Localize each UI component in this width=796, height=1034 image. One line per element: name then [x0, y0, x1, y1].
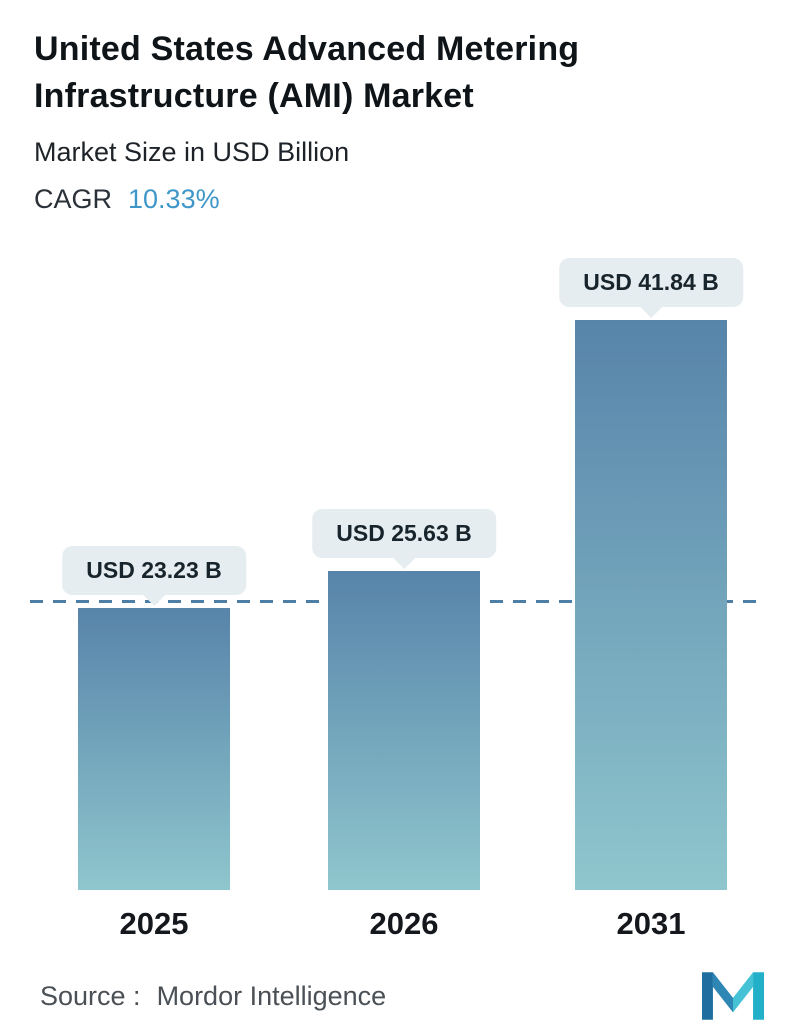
bar-group-2025: USD 23.23 B 2025 — [62, 546, 246, 941]
bar-2025 — [78, 608, 230, 891]
axis-label-2025: 2025 — [119, 906, 189, 942]
value-label-2026: USD 25.63 B — [336, 520, 472, 547]
chart-header: United States Advanced Metering Infrastr… — [34, 26, 762, 216]
value-callout-2031: USD 41.84 B — [559, 258, 743, 308]
value-callout-2025: USD 23.23 B — [62, 546, 246, 596]
chart-footer: Source : Mordor Intelligence — [40, 970, 764, 1022]
value-callout-2026: USD 25.63 B — [312, 509, 496, 559]
bar-2026 — [328, 571, 480, 891]
bar-chart-plot: USD 23.23 B 2025 USD 25.63 B 2026 USD 41… — [30, 250, 766, 941]
bar-group-2026: USD 25.63 B 2026 — [312, 509, 496, 941]
value-label-2025: USD 23.23 B — [86, 557, 222, 584]
chart-title: United States Advanced Metering Infrastr… — [34, 30, 580, 115]
chart-subtitle: Market Size in USD Billion — [34, 136, 350, 167]
source-name: Mordor Intelligence — [156, 980, 387, 1011]
cagr-value: 10.33% — [128, 183, 220, 214]
source-label: Source : — [40, 980, 141, 1011]
mordor-intelligence-logo — [702, 972, 764, 1020]
bar-2031 — [575, 320, 727, 891]
cagr-label: CAGR — [34, 183, 113, 214]
cagr-row: CAGR 10.33% — [34, 183, 762, 217]
value-label-2031: USD 41.84 B — [583, 269, 719, 296]
axis-label-2031: 2031 — [616, 906, 686, 942]
source-line: Source : Mordor Intelligence — [40, 981, 386, 1012]
bar-group-2031: USD 41.84 B 2031 — [559, 258, 743, 941]
axis-label-2026: 2026 — [369, 906, 439, 942]
